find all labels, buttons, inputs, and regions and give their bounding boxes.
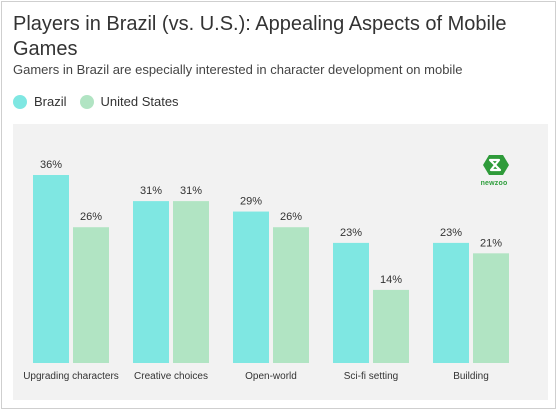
data-label-united-states-2: 26% [280, 211, 302, 223]
category-label-1: Creative choices [134, 371, 208, 382]
bar-united-states-1 [173, 201, 209, 363]
data-label-united-states-0: 26% [80, 211, 102, 223]
legend-label-united-states: United States [100, 94, 179, 109]
data-label-brazil-4: 23% [440, 227, 462, 239]
data-label-united-states-3: 14% [380, 274, 402, 286]
legend-item-united-states: United States [79, 94, 179, 109]
bar-united-states-4 [473, 253, 509, 363]
bar-brazil-4 [433, 242, 469, 363]
chart-subtitle: Gamers in Brazil are especially interest… [13, 62, 463, 77]
bar-brazil-2 [233, 211, 269, 363]
category-label-3: Sci-fi setting [344, 371, 398, 382]
category-label-0: Upgrading characters [23, 371, 119, 382]
data-label-united-states-1: 31% [180, 185, 202, 197]
bar-brazil-0 [33, 175, 69, 363]
data-label-brazil-1: 31% [140, 185, 162, 197]
legend-label-brazil: Brazil [34, 94, 67, 109]
bar-united-states-2 [273, 227, 309, 363]
legend-swatch-brazil [13, 94, 27, 109]
chart-title: Players in Brazil (vs. U.S.): Appealing … [13, 13, 507, 60]
data-label-brazil-0: 36% [40, 159, 62, 171]
bar-brazil-3 [333, 242, 369, 363]
bar-united-states-0 [73, 227, 109, 363]
data-label-brazil-2: 29% [240, 196, 262, 208]
legend-item-brazil: Brazil [13, 94, 67, 109]
category-label-4: Building [453, 371, 489, 382]
category-label-2: Open-world [245, 371, 297, 382]
data-label-brazil-3: 23% [340, 227, 362, 239]
logo-text: newzoo [480, 180, 508, 187]
bar-united-states-3 [373, 289, 409, 363]
bar-brazil-1 [133, 201, 169, 363]
legend: Brazil United States [13, 94, 192, 109]
newzoo-logo-icon [483, 155, 509, 175]
legend-swatch-united-states [79, 94, 94, 109]
data-label-united-states-4: 21% [480, 237, 502, 249]
